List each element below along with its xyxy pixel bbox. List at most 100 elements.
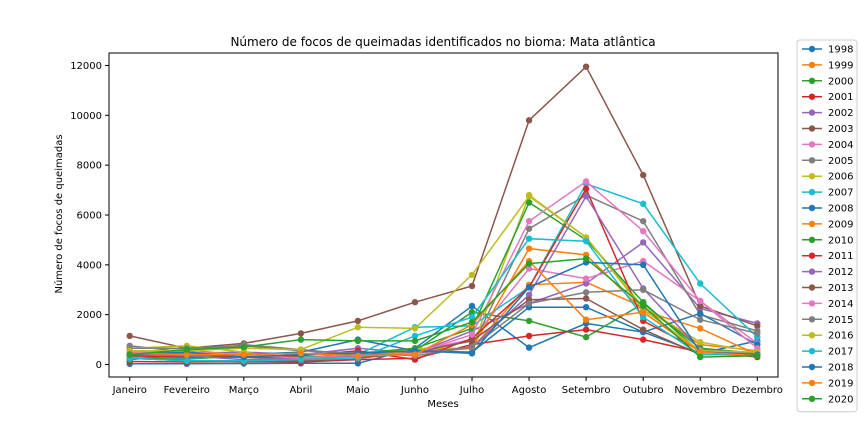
legend-label: 2004 (828, 140, 853, 151)
data-point (525, 117, 533, 124)
legend-label: 2011 (828, 251, 853, 262)
data-point (525, 344, 533, 351)
data-point (582, 333, 590, 341)
legend-marker (808, 125, 816, 132)
x-tick-label: Março (229, 385, 259, 396)
data-point (640, 336, 647, 343)
x-tick-label: Dezembro (732, 385, 783, 396)
series-line-2020 (129, 257, 758, 358)
x-axis: Janeiro Fevereiro Março Abril Maio Junho Julho… (112, 377, 783, 396)
legend-marker (808, 395, 816, 402)
data-point (468, 314, 476, 321)
legend-marker (808, 220, 816, 228)
legend-item-2011: 2011 (802, 251, 853, 262)
legend-item-2009: 2009 (802, 219, 853, 230)
series-2010 (126, 199, 761, 363)
legend-marker (808, 188, 816, 196)
data-point (525, 300, 533, 307)
legend-item-2017: 2017 (802, 347, 853, 358)
data-point (697, 302, 704, 310)
legend-marker (808, 141, 816, 148)
legend-label: 2020 (828, 394, 853, 405)
data-point (468, 331, 476, 338)
data-point (697, 348, 704, 356)
legend-marker (808, 157, 816, 164)
data-point (640, 309, 647, 316)
legend-marker (808, 347, 816, 355)
data-point (183, 357, 190, 364)
legend-item-2013: 2013 (802, 283, 853, 294)
series-line-2013 (129, 297, 758, 363)
y-tick-label: 4000 (77, 260, 102, 271)
data-point (582, 289, 590, 296)
data-point (183, 346, 190, 353)
series-line-2012 (129, 194, 758, 361)
data-point (468, 319, 476, 326)
legend-item-2012: 2012 (802, 267, 853, 278)
series-line-2016 (129, 195, 758, 353)
x-tick-label: Outubro (623, 385, 664, 396)
data-point (468, 271, 476, 278)
series-line-2017 (129, 237, 758, 362)
x-tick-label: Julho (459, 385, 485, 396)
y-tick-label: 10000 (70, 111, 102, 122)
y-axis-label: Número de focos de queimadas (53, 134, 65, 293)
legend-label: 2007 (828, 188, 853, 199)
data-point (697, 353, 704, 361)
legend-label: 2017 (828, 347, 853, 358)
data-point (582, 275, 590, 282)
chart-title: Número de focos de queimadas identificad… (230, 35, 655, 49)
legend-marker (808, 316, 816, 323)
data-point (297, 336, 305, 343)
legend-item-2020: 2020 (802, 394, 853, 405)
legend-item-2003: 2003 (802, 124, 853, 135)
data-point (525, 225, 533, 232)
series-line-2019 (129, 260, 758, 357)
data-point (640, 302, 647, 310)
legend-label: 2015 (828, 315, 853, 326)
data-point (525, 218, 533, 225)
legend-label: 2014 (828, 299, 853, 310)
legend-label: 2006 (828, 172, 853, 183)
legend-label: 2010 (828, 235, 853, 246)
data-point (582, 193, 590, 200)
x-tick-label: Setembro (562, 385, 611, 396)
legend-marker (808, 77, 816, 85)
data-point (582, 304, 590, 311)
data-point (582, 185, 590, 192)
data-point (640, 228, 647, 235)
legend-label: 2002 (828, 108, 853, 119)
data-point (468, 343, 476, 351)
data-point (468, 337, 476, 345)
data-point (126, 351, 133, 358)
legend-item-2008: 2008 (802, 204, 853, 215)
data-point (582, 63, 590, 70)
legend-marker (808, 252, 816, 259)
legend-marker (808, 284, 816, 291)
data-point (525, 260, 533, 267)
data-point (754, 352, 761, 359)
series-2020 (126, 255, 761, 361)
data-point (354, 337, 362, 345)
series-line-2002 (129, 241, 758, 357)
x-tick-label: Agosto (512, 385, 547, 396)
legend-item-2019: 2019 (802, 378, 853, 389)
legend-marker (808, 61, 816, 69)
series-line-2018 (129, 261, 758, 358)
data-point (525, 245, 533, 252)
data-point (525, 193, 533, 200)
legend: 1998 1999 2000 2001 2002 2003 2004 2005 2006 2007… (796, 39, 858, 413)
legend-marker (808, 363, 816, 371)
data-point (640, 200, 647, 207)
series-2007 (126, 180, 761, 362)
data-point (297, 350, 305, 357)
legend-item-2007: 2007 (802, 188, 853, 199)
legend-label: 2000 (828, 76, 853, 87)
data-point (640, 261, 647, 268)
legend-item-2016: 2016 (802, 331, 853, 342)
series-2003 (126, 63, 761, 352)
legend-label: 2018 (828, 363, 853, 374)
legend-label: 2001 (828, 92, 853, 103)
legend-marker (808, 268, 816, 275)
data-point (697, 280, 704, 287)
